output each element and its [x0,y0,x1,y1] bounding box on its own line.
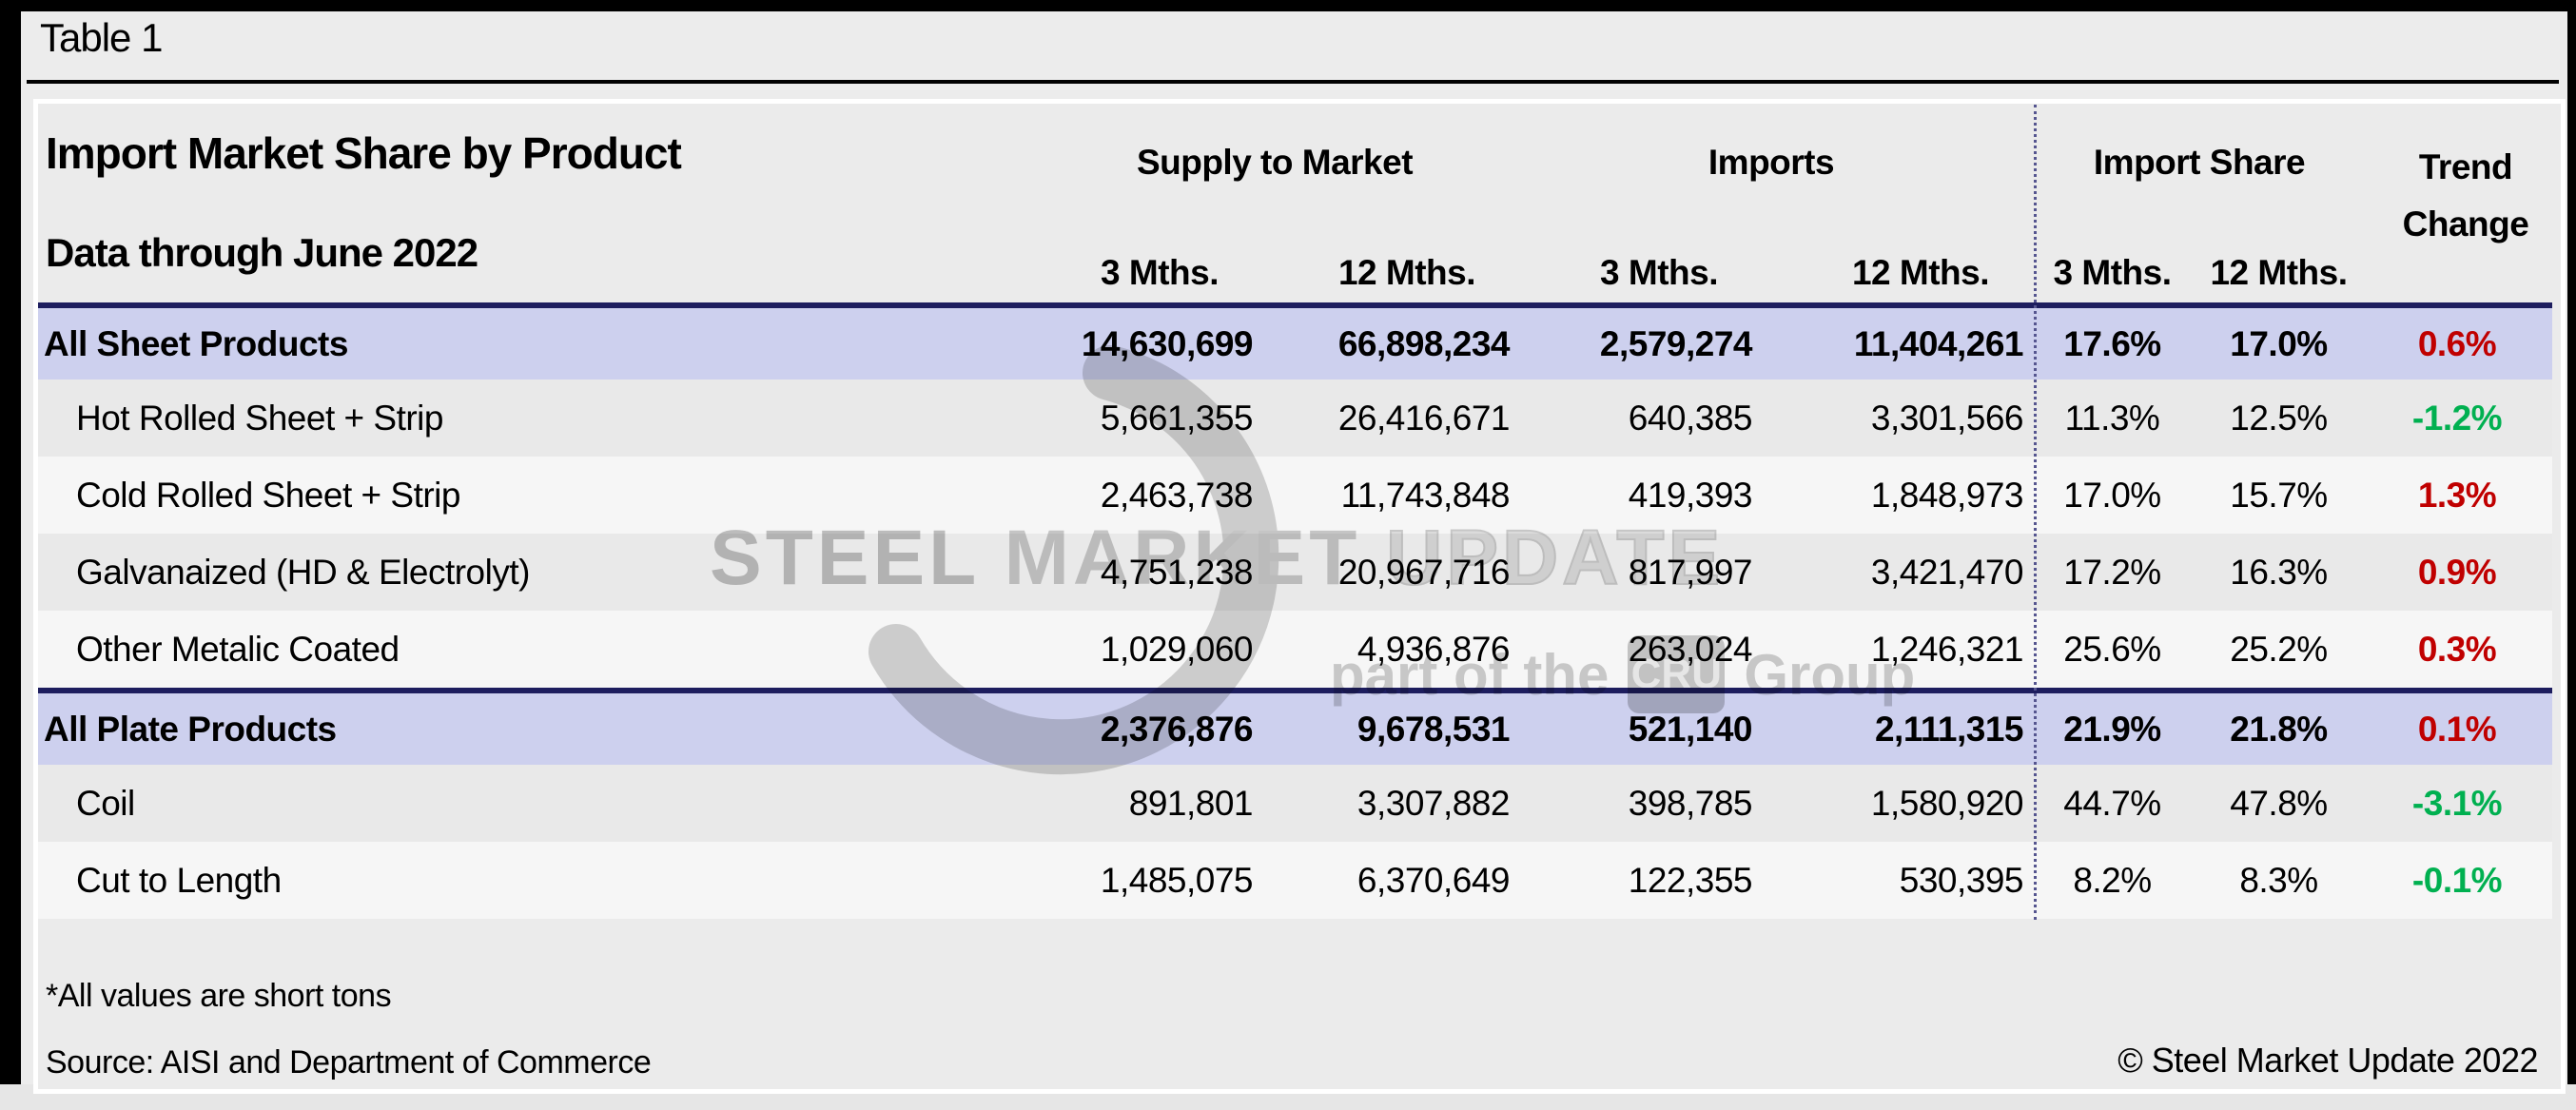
table-row: All Plate Products 2,376,876 9,678,531 5… [38,688,2552,765]
column-group-supply-to-market: Supply to Market [1136,143,1414,182]
cell-trend-change: 0.3% [2417,629,2497,669]
cell-imports-3mths: 398,785 [1628,783,1753,823]
header-divider-rule [27,80,2559,84]
cell-supply-12mths: 20,967,716 [1337,552,1511,592]
cell-trend-change: 1.3% [2417,475,2497,515]
cell-share-12mths: 8.3% [2239,860,2318,900]
cell-share-3mths: 17.6% [2063,323,2161,363]
cell-imports-12mths: 3,301,566 [1870,398,2024,438]
cell-supply-12mths: 11,743,848 [1340,475,1511,515]
cell-supply-12mths: 26,416,671 [1337,398,1511,438]
cell-imports-3mths: 122,355 [1628,860,1753,900]
cell-share-3mths: 8.2% [2073,860,2152,900]
table-row: All Sheet Products 14,630,699 66,898,234… [38,302,2552,380]
table-body: All Sheet Products 14,630,699 66,898,234… [38,302,2552,919]
subheader-spacer [38,293,949,299]
cell-trend-change: 0.1% [2417,709,2497,749]
table-row: Other Metalic Coated 1,029,060 4,936,876… [38,611,2552,688]
copyright-notice: © Steel Market Update 2022 [2117,1041,2538,1080]
cell-share-12mths: 16.3% [2230,552,2328,592]
cell-imports-3mths: 2,579,274 [1599,323,1753,363]
cell-product: Galvanaized (HD & Electrolyt) [76,552,530,592]
cell-share-12mths: 47.8% [2230,783,2328,823]
cell-share-3mths: 21.9% [2063,709,2161,749]
import-share-divider-line [2034,105,2037,920]
subheader-trend-spacer [2362,293,2552,299]
cell-supply-3mths: 14,630,699 [1081,323,1254,363]
footnote-source: Source: AISI and Department of Commerce [46,1044,652,1081]
cell-share-12mths: 15.7% [2230,475,2328,515]
table-row: Galvanaized (HD & Electrolyt) 4,751,238 … [38,534,2552,611]
cell-share-12mths: 17.0% [2230,323,2328,363]
cell-supply-3mths: 1,485,075 [1100,860,1254,900]
cell-product: All Sheet Products [44,323,348,363]
footnote-units: *All values are short tons [46,978,392,1014]
cell-imports-3mths: 419,393 [1628,475,1753,515]
cell-share-3mths: 17.2% [2063,552,2161,592]
table-row: Cold Rolled Sheet + Strip 2,463,738 11,7… [38,457,2552,534]
column-group-trend-change: Trend Change [2356,139,2575,253]
cell-supply-12mths: 3,307,882 [1356,783,1511,823]
cell-share-3mths: 25.6% [2063,629,2161,669]
cell-imports-3mths: 640,385 [1628,398,1753,438]
cell-supply-3mths: 5,661,355 [1100,398,1254,438]
cell-product: Cold Rolled Sheet + Strip [76,475,461,515]
page-title: Import Market Share by Product [46,128,682,178]
cell-imports-12mths: 2,111,315 [1874,709,2024,749]
cell-imports-3mths: 521,140 [1628,709,1753,749]
table-row: Hot Rolled Sheet + Strip 5,661,355 26,41… [38,380,2552,457]
subheader-imports-12mths: 12 Mths. [1851,253,1990,292]
cell-imports-12mths: 1,848,973 [1870,475,2024,515]
cell-share-12mths: 12.5% [2230,398,2328,438]
cell-imports-12mths: 530,395 [1899,860,2024,900]
cell-share-12mths: 25.2% [2230,629,2328,669]
cell-supply-3mths: 2,376,876 [1100,709,1254,749]
cell-supply-12mths: 4,936,876 [1356,629,1511,669]
cell-product: Other Metalic Coated [76,629,400,669]
cell-share-3mths: 44.7% [2063,783,2161,823]
subheader-share-12mths: 12 Mths. [2210,253,2348,292]
cell-imports-12mths: 1,580,920 [1870,783,2024,823]
cell-product: Hot Rolled Sheet + Strip [76,398,443,438]
cell-supply-12mths: 66,898,234 [1337,323,1511,363]
cell-product: All Plate Products [44,709,337,749]
cell-supply-12mths: 6,370,649 [1356,860,1511,900]
table-row: Cut to Length 1,485,075 6,370,649 122,35… [38,842,2552,919]
cell-share-3mths: 11.3% [2064,398,2160,438]
trend-change-line1: Trend [2418,147,2513,186]
cell-supply-3mths: 2,463,738 [1100,475,1254,515]
cell-trend-change: 0.9% [2417,552,2497,592]
subheader-supply-12mths: 12 Mths. [1337,253,1476,292]
trend-change-line2: Change [2402,204,2529,243]
cell-share-3mths: 17.0% [2063,475,2161,515]
cell-imports-3mths: 263,024 [1628,629,1753,669]
cell-trend-change: -1.2% [2411,398,2503,438]
page-subtitle: Data through June 2022 [46,230,478,275]
column-group-imports: Imports [1708,143,1835,182]
cell-product: Cut to Length [76,860,282,900]
cell-supply-12mths: 9,678,531 [1356,709,1511,749]
cell-trend-change: -3.1% [2411,783,2503,823]
subheader-row: 3 Mths. 12 Mths. 3 Mths. 12 Mths. 3 Mths… [38,236,2552,299]
cell-imports-12mths: 3,421,470 [1870,552,2024,592]
column-group-import-share: Import Share [2093,143,2306,182]
table-row: Coil 891,801 3,307,882 398,785 1,580,920… [38,765,2552,842]
cell-imports-3mths: 817,997 [1628,552,1753,592]
cell-imports-12mths: 11,404,261 [1853,323,2024,363]
cell-trend-change: -0.1% [2411,860,2503,900]
cell-supply-3mths: 891,801 [1128,783,1254,823]
cell-supply-3mths: 1,029,060 [1100,629,1254,669]
subheader-imports-3mths: 3 Mths. [1600,253,1718,292]
cell-imports-12mths: 1,246,321 [1870,629,2024,669]
subheader-supply-3mths: 3 Mths. [1101,253,1219,292]
cell-supply-3mths: 4,751,238 [1100,552,1254,592]
cell-trend-change: 0.6% [2417,323,2497,363]
cell-product: Coil [76,783,135,823]
cell-share-12mths: 21.8% [2230,709,2328,749]
subheader-share-3mths: 3 Mths. [2053,253,2172,292]
table-number-label: Table 1 [40,15,163,60]
